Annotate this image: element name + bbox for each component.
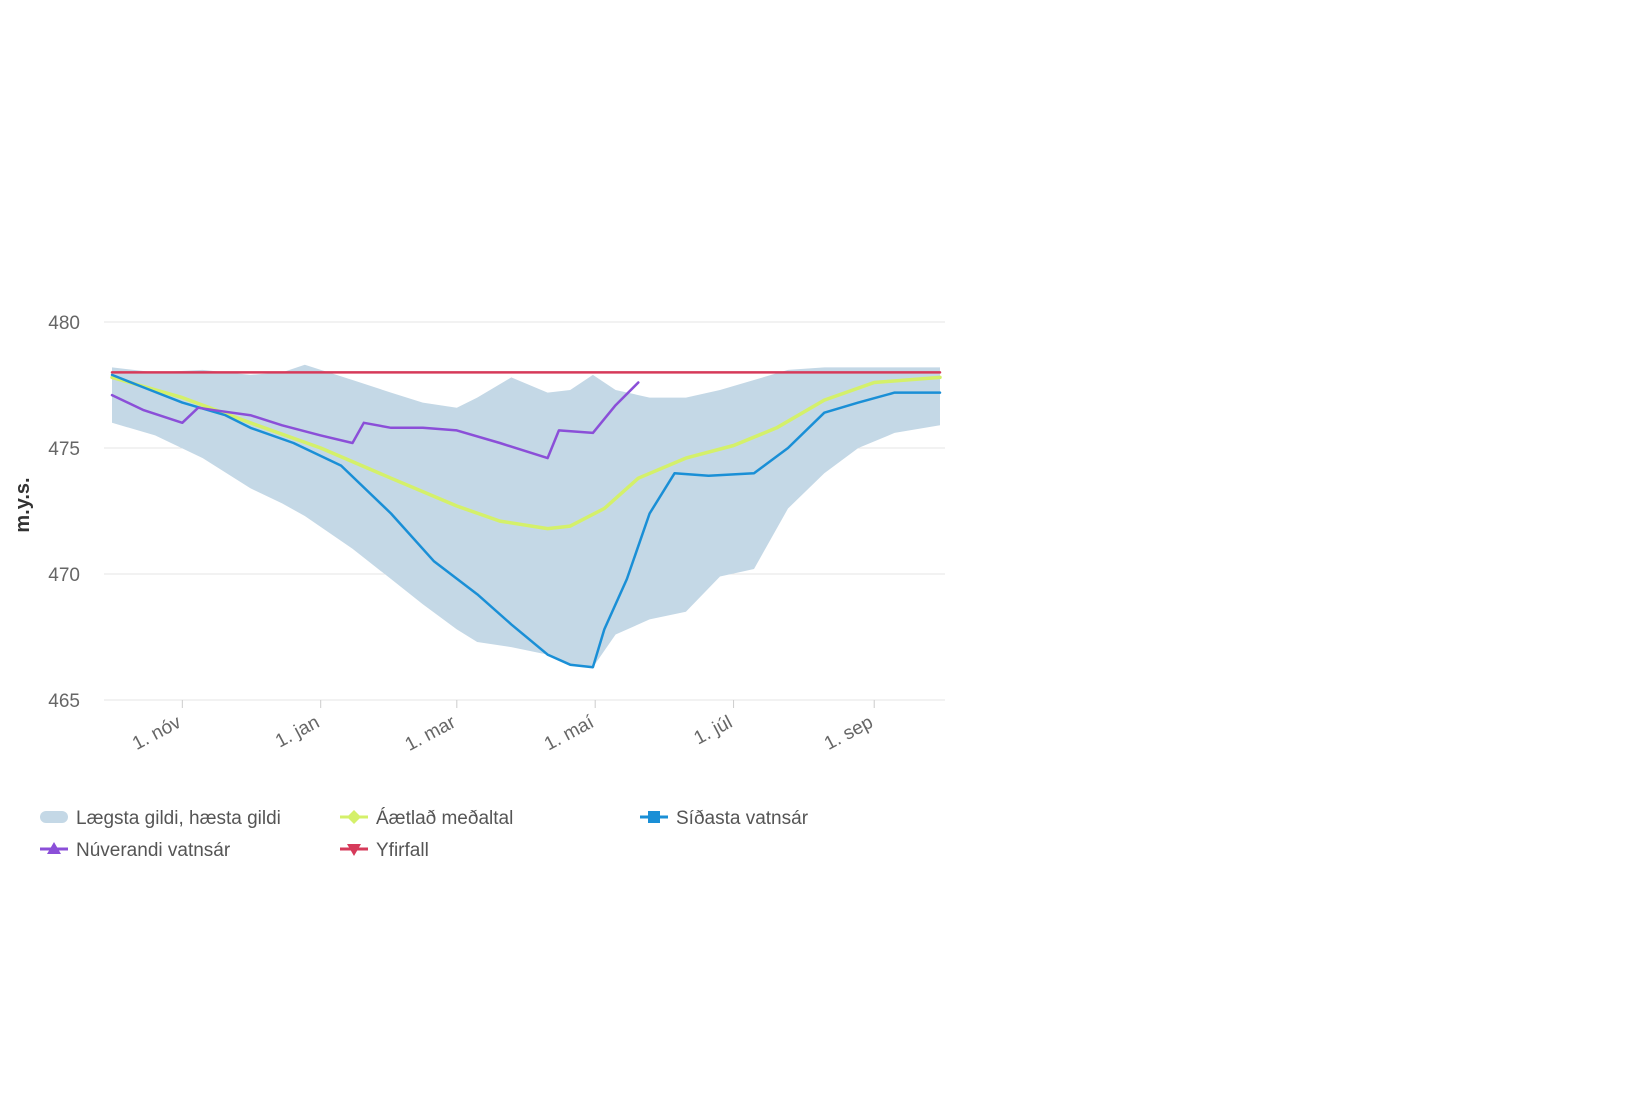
series-range-lowest-highest [112, 364, 940, 668]
x-tick-label: 1. jan [272, 712, 323, 752]
series-line-1 [110, 375, 942, 531]
legend: Lægsta gildi, hæsta gildi Áætlað meðaltal… [40, 808, 809, 861]
y-tick-label: 475 [48, 439, 80, 460]
legend-symbol-square-marker [648, 811, 660, 823]
x-tick-label: 1. nóv [129, 712, 185, 755]
x-tick-label: 1. maí [541, 712, 598, 756]
x-tick-label: 1. mar [402, 712, 460, 756]
series-line-2 [110, 373, 942, 669]
series-lines-layer [110, 371, 942, 669]
range-band-layer [112, 364, 940, 668]
legend-label: Núverandi vatnsár [76, 840, 231, 861]
legend-item[interactable]: Síðasta vatnsár [640, 808, 809, 829]
legend-label: Síðasta vatnsár [676, 808, 809, 829]
y-tick-label: 480 [48, 313, 80, 334]
x-axis: 1. nóv 1. jan 1. mar 1. maí 1. júl 1. sep [129, 700, 877, 756]
legend-symbol-triangle-down-marker [347, 844, 361, 856]
legend-label: Áætlað meðaltal [376, 808, 513, 829]
y-tick-label: 470 [48, 565, 80, 586]
legend-symbol-diamond-marker [347, 810, 361, 824]
y-axis-title: m.y.s. [12, 477, 34, 532]
legend-item[interactable]: Núverandi vatnsár [40, 840, 231, 861]
x-tick-label: 1. júl [691, 712, 736, 749]
legend-symbol-triangle-up-marker [47, 842, 61, 854]
legend-item[interactable]: Lægsta gildi, hæsta gildi [40, 808, 281, 829]
legend-item[interactable]: Áætlað meðaltal [340, 808, 513, 829]
y-axis: 465 470 475 480 [48, 313, 80, 712]
x-tick-label: 1. sep [821, 712, 877, 755]
legend-label: Yfirfall [376, 840, 429, 861]
legend-label: Lægsta gildi, hæsta gildi [76, 808, 281, 829]
legend-symbol-area [40, 811, 68, 823]
y-tick-label: 465 [48, 691, 80, 712]
series-line-3 [110, 381, 640, 460]
legend-item[interactable]: Yfirfall [340, 840, 429, 861]
